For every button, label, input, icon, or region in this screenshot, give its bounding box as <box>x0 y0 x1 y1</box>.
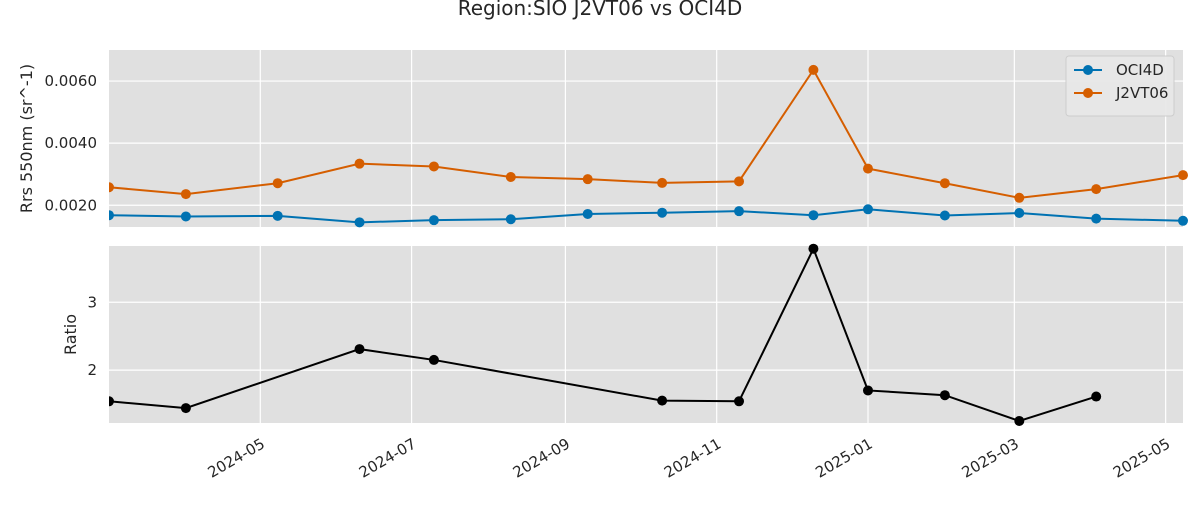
legend-label: OCI4D <box>1116 61 1164 79</box>
x-tick-label: 2025-05 <box>1110 435 1173 482</box>
data-point <box>428 161 439 172</box>
data-point <box>354 344 365 355</box>
data-point <box>734 396 745 407</box>
data-point <box>180 211 191 222</box>
x-tick-label: 2024-11 <box>661 435 724 482</box>
data-point <box>272 210 283 221</box>
data-point <box>505 214 516 225</box>
data-point <box>734 176 745 187</box>
data-point <box>939 178 950 189</box>
data-point <box>109 396 114 407</box>
legend: OCI4D J2VT06 <box>1065 55 1175 117</box>
plot-background <box>109 50 1183 227</box>
x-tick-label: 2025-03 <box>959 435 1022 482</box>
x-tick-label: 2024-09 <box>510 435 573 482</box>
data-point <box>657 207 668 218</box>
chart-title: Region:SIO J2VT06 vs OCI4D <box>458 0 743 20</box>
x-tick-label: 2024-05 <box>205 435 268 482</box>
series-oci4d <box>109 204 1188 228</box>
data-point <box>808 64 819 75</box>
data-point <box>1091 391 1102 402</box>
series-ratio <box>109 243 1102 426</box>
data-point <box>582 174 593 185</box>
y-axis-label: Rrs 550nm (sr^-1) <box>17 64 36 213</box>
data-point <box>808 243 819 254</box>
data-point <box>862 204 873 215</box>
data-point <box>1178 215 1188 226</box>
data-point <box>505 172 516 183</box>
data-point <box>657 395 668 406</box>
data-point <box>1091 213 1102 224</box>
x-tick-label: 2024-07 <box>356 435 419 482</box>
y-tick-label: 0.0060 <box>45 72 98 90</box>
data-point <box>272 178 283 189</box>
y-tick-label: 0.0020 <box>45 196 98 214</box>
legend-marker <box>1083 88 1093 98</box>
data-point <box>1178 170 1188 181</box>
data-point <box>862 163 873 174</box>
legend-label: J2VT06 <box>1115 84 1168 102</box>
data-point <box>734 206 745 217</box>
data-point <box>939 210 950 221</box>
legend-marker <box>1083 65 1093 75</box>
data-point <box>1014 208 1025 219</box>
top-panel: 0.0020 0.0040 0.0060 Rrs 550nm (sr^-1) OCI4D… <box>17 50 1188 228</box>
data-point <box>582 208 593 219</box>
plot-background <box>109 246 1183 423</box>
data-point <box>428 215 439 226</box>
data-point <box>109 210 114 221</box>
bottom-panel: 2024-05 2024-07 2024-09 2024-11 2025-01 2025-… <box>61 243 1183 482</box>
y-axis-label: Ratio <box>61 314 80 355</box>
data-point <box>657 177 668 188</box>
data-point <box>1014 415 1025 426</box>
series-j2vt06 <box>109 64 1188 203</box>
data-point <box>354 217 365 228</box>
y-tick-label: 0.0040 <box>45 134 98 152</box>
data-point <box>1091 184 1102 195</box>
data-point <box>354 158 365 169</box>
data-point <box>180 403 191 414</box>
data-point <box>109 182 114 193</box>
data-point <box>862 385 873 396</box>
data-point <box>428 354 439 365</box>
y-tick-label: 3 <box>87 293 97 311</box>
x-tick-label: 2025-01 <box>812 435 875 482</box>
y-tick-label: 2 <box>87 361 97 379</box>
data-point <box>808 210 819 221</box>
data-point <box>939 390 950 401</box>
data-point <box>1014 192 1025 203</box>
data-point <box>180 189 191 200</box>
